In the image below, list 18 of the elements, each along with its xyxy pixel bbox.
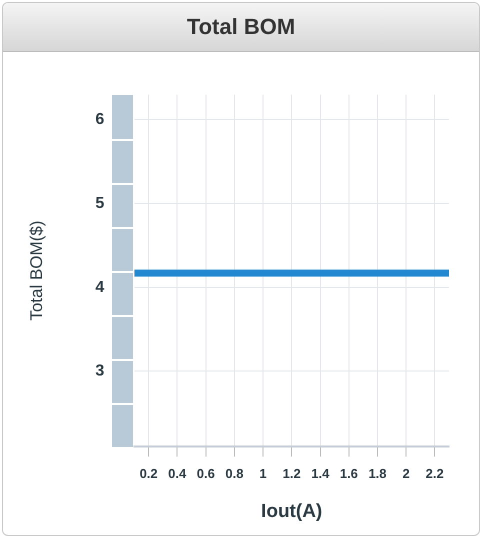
y-axis-title: Total BOM($) [26, 220, 46, 321]
y-tick-label: 4 [95, 278, 104, 296]
x-tick-label: 1.6 [340, 466, 358, 481]
x-tick-label: 1 [259, 466, 267, 481]
x-tick-label: 0.6 [196, 466, 215, 481]
x-tick-label: 2 [402, 466, 410, 481]
x-tick-label: 2.2 [426, 466, 444, 481]
x-tick-label: 0.8 [225, 466, 244, 481]
y-tick-label: 3 [95, 362, 104, 380]
x-tick-label: 1.8 [368, 466, 387, 481]
y-tick-label: 6 [95, 111, 104, 128]
x-tick-label: 1.4 [311, 466, 330, 481]
x-axis-title: Iout(A) [261, 500, 322, 522]
x-tick-label: 1.2 [282, 466, 301, 481]
y-tick-label: 5 [95, 194, 104, 212]
x-tick-label: 0.2 [140, 466, 158, 481]
x-tick-label: 0.4 [168, 466, 188, 481]
chart-title: Total BOM [3, 3, 479, 52]
